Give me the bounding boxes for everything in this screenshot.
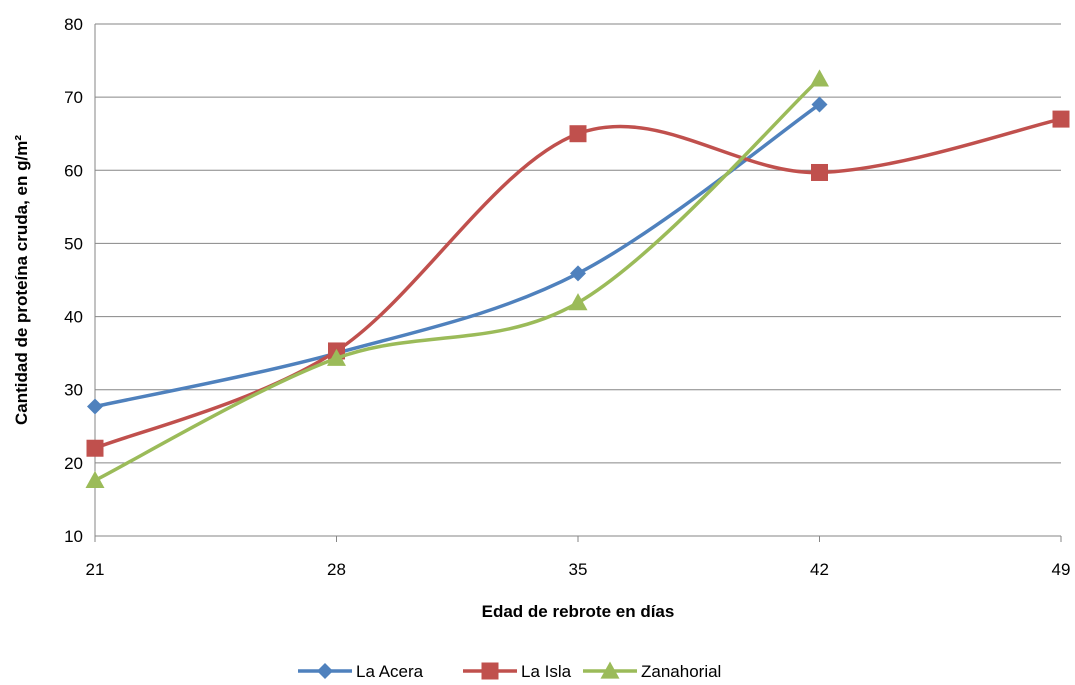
series-line-la-isla: [94, 117, 1062, 450]
series-line-la-acera: [94, 103, 821, 409]
legend-label: La Acera: [356, 662, 424, 681]
legend-item-zanahorial: Zanahorial: [583, 661, 721, 681]
series-line-zanahorial: [94, 77, 821, 482]
y-tick-label: 40: [64, 308, 83, 327]
y-tick-label: 80: [64, 15, 83, 34]
y-tick-label: 10: [64, 527, 83, 546]
legend-marker: [317, 663, 333, 679]
legend-label: Zanahorial: [641, 662, 721, 681]
y-tick-label: 20: [64, 454, 83, 473]
x-tick-label: 21: [86, 560, 105, 579]
x-axis-title: Edad de rebrote en días: [482, 602, 675, 621]
x-tick-label: 28: [327, 560, 346, 579]
series-layer: [85, 69, 1070, 489]
data-point-la-isla: [86, 439, 104, 457]
legend-marker: [600, 661, 620, 679]
series-la-acera: [87, 96, 828, 415]
legend-marker: [481, 662, 499, 680]
x-tick-label: 35: [569, 560, 588, 579]
gridlines: [95, 23, 1061, 464]
y-tick-labels: 10 20 30 40 50 60 70 80: [64, 15, 83, 546]
data-point-zanahorial: [85, 470, 105, 489]
data-point-zanahorial: [568, 293, 588, 311]
series-zanahorial: [85, 69, 829, 489]
axes: [94, 24, 1062, 542]
data-point-la-isla: [569, 125, 587, 143]
data-point-zanahorial: [810, 69, 829, 87]
x-tick-label: 49: [1052, 560, 1071, 579]
data-point-la-acera: [570, 265, 586, 282]
data-point-zanahorial: [327, 348, 346, 366]
data-point-la-acera: [87, 398, 103, 415]
legend-item-la-isla: La Isla: [463, 662, 572, 681]
legend-item-la-acera: La Acera: [298, 662, 424, 681]
y-tick-label: 50: [64, 234, 83, 253]
y-tick-label: 60: [64, 161, 83, 180]
x-tick-label: 42: [810, 560, 829, 579]
data-point-la-isla: [1052, 110, 1070, 128]
y-axis-title: Cantidad de proteína cruda, en g/m²: [12, 135, 31, 425]
legend: La Acera La Isla Zanahorial: [298, 661, 721, 681]
y-tick-label: 30: [64, 381, 83, 400]
x-tick-labels: 21 28 35 42 49: [86, 560, 1071, 579]
data-point-la-isla: [811, 163, 828, 181]
legend-label: La Isla: [521, 662, 572, 681]
y-tick-label: 70: [64, 88, 83, 107]
data-point-la-acera: [811, 96, 828, 113]
